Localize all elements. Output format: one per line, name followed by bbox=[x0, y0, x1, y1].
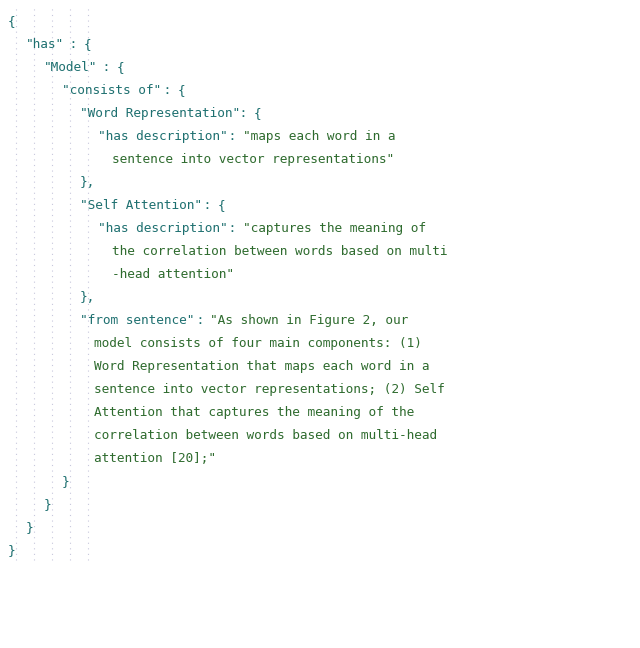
Text: "has": "has" bbox=[26, 38, 64, 51]
Text: :: : bbox=[196, 199, 219, 213]
Text: {: { bbox=[254, 108, 262, 121]
Text: }: } bbox=[62, 475, 70, 488]
Text: {: { bbox=[178, 84, 186, 97]
Text: {: { bbox=[8, 16, 15, 29]
Text: "As shown in Figure 2, our: "As shown in Figure 2, our bbox=[211, 314, 409, 327]
Text: -head attention": -head attention" bbox=[112, 268, 234, 281]
Text: },: }, bbox=[80, 291, 95, 305]
Text: :: : bbox=[221, 222, 244, 235]
Text: :: : bbox=[156, 84, 179, 97]
Text: "from sentence": "from sentence" bbox=[80, 314, 195, 327]
Text: sentence into vector representations": sentence into vector representations" bbox=[112, 153, 394, 167]
Text: }: } bbox=[44, 498, 52, 511]
Text: {: { bbox=[116, 62, 124, 75]
Text: "has description": "has description" bbox=[98, 130, 228, 143]
Text: the correlation between words based on multi: the correlation between words based on m… bbox=[112, 245, 447, 259]
Text: "maps each word in a: "maps each word in a bbox=[243, 130, 396, 143]
Text: Word Representation that maps each word in a: Word Representation that maps each word … bbox=[94, 360, 429, 373]
Text: }: } bbox=[8, 544, 15, 557]
Text: :: : bbox=[232, 108, 255, 121]
Text: Attention that captures the meaning of the: Attention that captures the meaning of t… bbox=[94, 406, 414, 419]
Text: attention [20];": attention [20];" bbox=[94, 452, 216, 465]
Text: "Model": "Model" bbox=[44, 62, 97, 75]
Text: "captures the meaning of: "captures the meaning of bbox=[243, 222, 426, 235]
Text: "Self Attention": "Self Attention" bbox=[80, 199, 202, 213]
Text: {: { bbox=[218, 199, 225, 213]
Text: model consists of four main components: (1): model consists of four main components: … bbox=[94, 337, 422, 351]
Text: "has description": "has description" bbox=[98, 222, 228, 235]
Text: sentence into vector representations; (2) Self: sentence into vector representations; (2… bbox=[94, 383, 445, 396]
Text: :: : bbox=[95, 62, 118, 75]
Text: :: : bbox=[189, 314, 212, 327]
Text: {: { bbox=[84, 38, 92, 51]
Text: correlation between words based on multi-head: correlation between words based on multi… bbox=[94, 429, 437, 442]
Text: "consists of": "consists of" bbox=[62, 84, 161, 97]
Text: "Word Representation": "Word Representation" bbox=[80, 108, 240, 121]
Text: },: }, bbox=[80, 176, 95, 189]
Text: :: : bbox=[221, 130, 244, 143]
Text: }: } bbox=[26, 521, 34, 534]
Text: :: : bbox=[62, 38, 85, 51]
